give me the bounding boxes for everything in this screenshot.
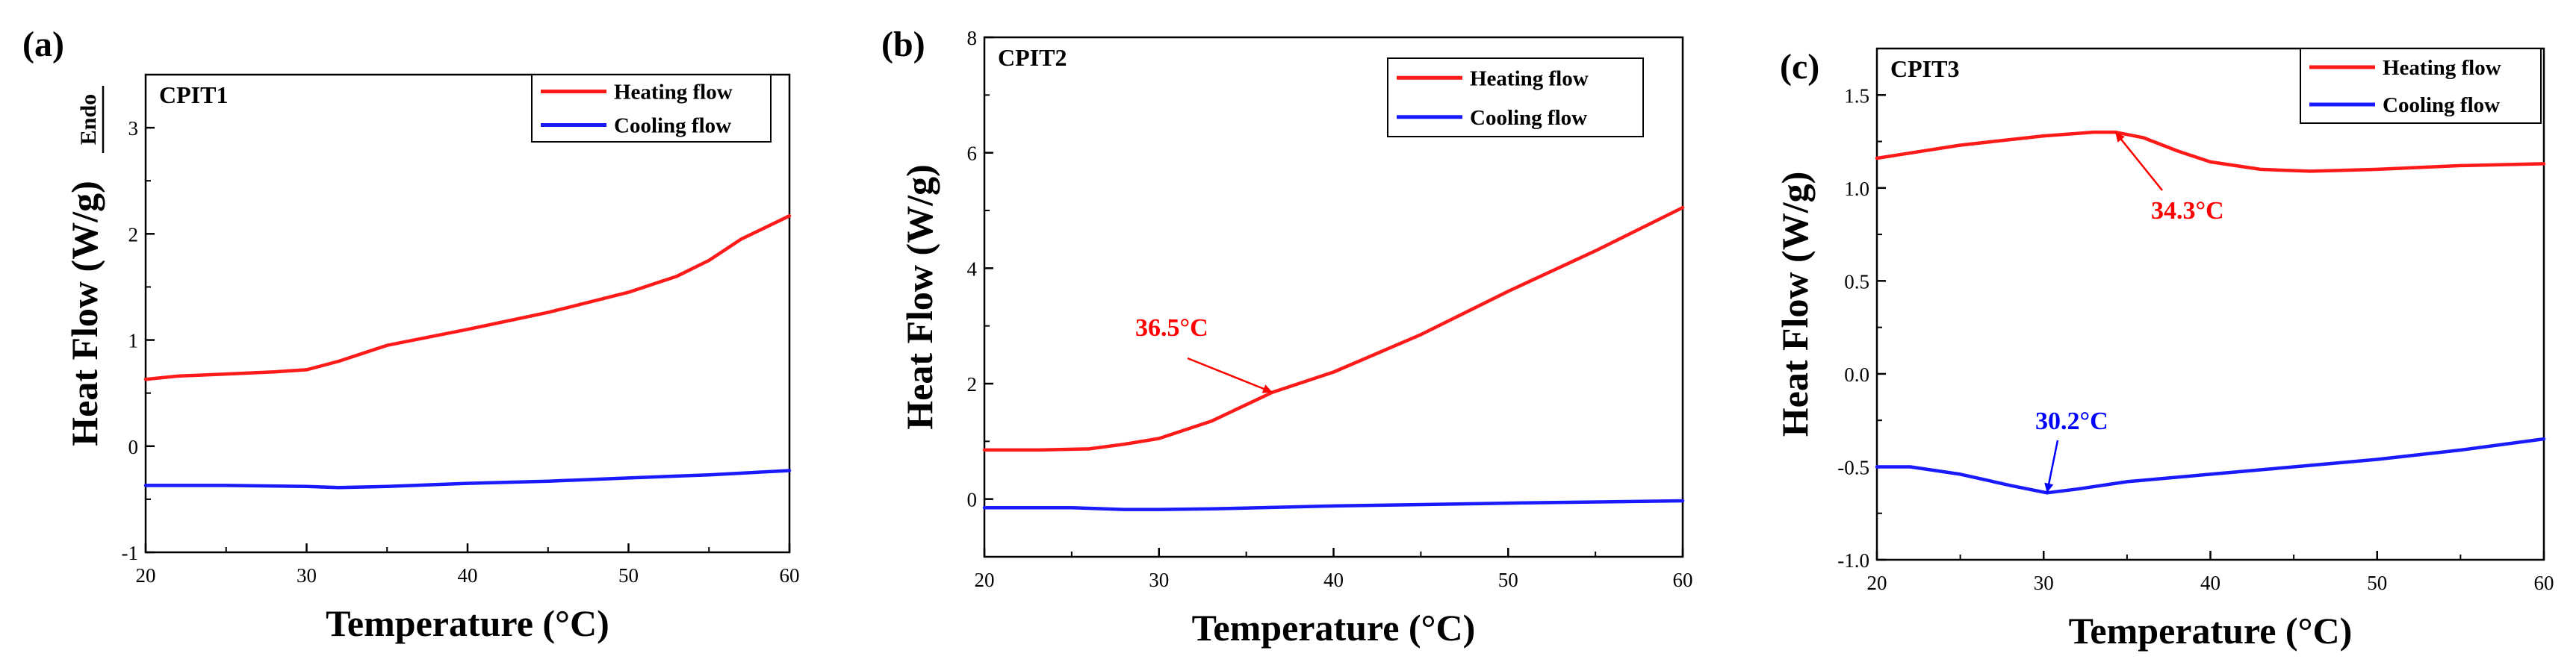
legend-entry: Heating flow [614, 81, 733, 104]
y-tick-label: 2 [967, 373, 978, 396]
heating-flow-line [1875, 130, 2546, 173]
panel-1: 20 30 40 50 60 -1 0 1 2 3 Temperature (°C) Heat Flo… [22, 25, 800, 644]
x-tick-label: 50 [618, 564, 639, 587]
y-tick-label: 4 [967, 257, 978, 280]
x-tick-label: 50 [1498, 569, 1518, 591]
y-tick-label: 8 [967, 27, 978, 49]
annotation-label: 36.5°C [1135, 314, 1208, 342]
y-tick-label: -0.5 [1837, 456, 1869, 478]
x-tick-label: 30 [1149, 569, 1169, 591]
annotation-label: 34.3°C [2151, 197, 2224, 225]
y-axis-label: Heat Flow (W/g) [63, 181, 105, 446]
heating-flow-line [982, 205, 1685, 452]
x-tick-label: 20 [1867, 572, 1887, 594]
x-axis-label: Temperature (°C) [2069, 610, 2353, 652]
sample-title: CPIT3 [1890, 55, 1959, 82]
annotation-arrowhead [2044, 482, 2054, 493]
x-tick-label: 40 [458, 564, 478, 587]
y-tick-label: 0.0 [1844, 363, 1869, 386]
annotation-arrowhead [2115, 132, 2125, 143]
y-tick-label: 1.0 [1844, 178, 1869, 200]
sample-title: CPIT2 [998, 44, 1067, 71]
annotation-arrowhead [1261, 384, 1273, 393]
legend: Heating flow Cooling flow [2300, 48, 2542, 124]
x-tick-label: 30 [2034, 572, 2054, 594]
annotation-label: 30.2°C [2035, 408, 2108, 435]
y-tick-label: -1 [122, 542, 139, 564]
y-tick-label: 3 [128, 117, 139, 140]
x-axis-label: Temperature (°C) [326, 602, 609, 644]
x-tick-label: 20 [136, 564, 156, 587]
y-tick-label: 1 [128, 330, 139, 352]
y-tick-label: 2 [128, 223, 139, 246]
y-tick-label: 6 [967, 143, 978, 165]
legend-entry: Heating flow [2383, 56, 2501, 80]
plot-frame [144, 73, 791, 554]
legend-entry: Cooling flow [614, 114, 731, 138]
x-tick-label: 60 [1673, 569, 1693, 591]
legend-box [531, 74, 772, 143]
panel-2: 20 30 40 50 60 0 2 4 6 8 Temperature (°C) Heat Flow… [881, 25, 1693, 649]
legend-entry: Heating flow [1470, 66, 1589, 90]
y-axis-label: Heat Flow (W/g) [899, 164, 940, 429]
panel-label: (c) [1780, 47, 1819, 87]
panel-label: (b) [881, 25, 925, 64]
y-tick-label: -1.0 [1837, 549, 1869, 572]
x-tick-label: 40 [1323, 569, 1344, 591]
legend-box [1387, 57, 1644, 137]
x-tick-label: 60 [2534, 572, 2554, 594]
y-tick-label: 1.5 [1844, 84, 1869, 107]
legend-entry: Cooling flow [2383, 93, 2500, 117]
cooling-flow-line [1875, 437, 2546, 495]
legend: Heating flow Cooling flow [1387, 57, 1644, 137]
cooling-flow-line [982, 499, 1685, 511]
y-axis-label: Heat Flow (W/g) [1774, 172, 1816, 437]
cooling-flow-line [143, 469, 792, 490]
annotation-arrow [2114, 131, 2163, 191]
y-tick-label: 0 [967, 489, 978, 511]
x-tick-label: 20 [975, 569, 995, 591]
x-tick-label: 30 [297, 564, 317, 587]
legend: Heating flow Cooling flow [531, 74, 772, 143]
plot-frame [1875, 47, 2545, 561]
panel-label: (a) [22, 25, 64, 64]
x-axis-label: Temperature (°C) [1192, 607, 1476, 649]
y-tick-label: 0 [128, 436, 139, 458]
heating-flow-line [143, 213, 792, 381]
panel-3: 20 30 40 50 60 -1.0 -0.5 0.0 0.5 1.0 1.5 Temperatur… [1774, 47, 2554, 652]
x-tick-label: 50 [2367, 572, 2387, 594]
endo-label: Endo [76, 94, 101, 145]
sample-title: CPIT1 [159, 81, 228, 108]
x-tick-label: 40 [2200, 572, 2220, 594]
x-tick-label: 60 [780, 564, 800, 587]
annotation-arrow [1187, 357, 1273, 393]
legend-entry: Cooling flow [1470, 106, 1587, 130]
legend-box [2300, 48, 2542, 124]
y-tick-label: 0.5 [1844, 270, 1869, 293]
